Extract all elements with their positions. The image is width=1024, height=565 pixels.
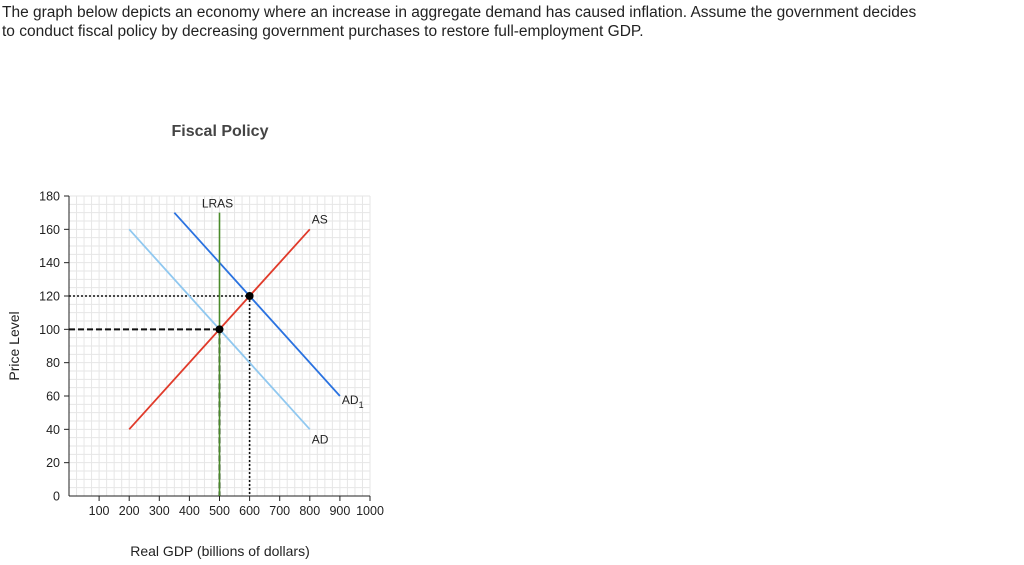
y-tick-label: 120 xyxy=(39,290,60,304)
y-tick-label: 100 xyxy=(39,323,60,337)
curve-ad1 xyxy=(173,212,341,397)
y-tick-label: 0 xyxy=(53,490,60,504)
x-tick-label: 800 xyxy=(299,504,320,518)
x-tick-label: 500 xyxy=(209,504,230,518)
x-tick-label: 400 xyxy=(179,504,200,518)
curve-label-as: AS xyxy=(312,212,328,226)
question-line-1: The graph below depicts an economy where… xyxy=(2,4,917,21)
x-tick-label: 700 xyxy=(269,504,290,518)
x-tick-label: 1000 xyxy=(356,504,384,518)
x-tick-label: 300 xyxy=(149,504,170,518)
y-tick-label: 180 xyxy=(39,190,60,204)
question-line-2: to conduct fiscal policy by decreasing g… xyxy=(2,23,644,40)
y-tick-label: 140 xyxy=(39,256,60,270)
question-text: The graph below depicts an economy where… xyxy=(2,3,1022,41)
y-axis-title: Price Level xyxy=(6,311,22,380)
curve-label-ad1: AD1 xyxy=(342,393,364,410)
x-tick-label: 900 xyxy=(329,504,350,518)
y-tick-label: 60 xyxy=(46,390,60,404)
x-tick-label: 100 xyxy=(89,504,110,518)
y-tick-label: 40 xyxy=(46,423,60,437)
curve-label-ad: AD xyxy=(312,432,329,446)
y-tick-label: 80 xyxy=(46,356,60,370)
curve-label-subscript: 1 xyxy=(359,400,364,410)
chart-title: Fiscal Policy xyxy=(172,123,269,140)
curve-label-lras: LRAS xyxy=(202,197,233,211)
equilibrium-point xyxy=(215,325,224,334)
y-tick-label: 160 xyxy=(39,223,60,237)
y-tick-label: 20 xyxy=(46,456,60,470)
x-tick-label: 200 xyxy=(119,504,140,518)
x-tick-label: 600 xyxy=(239,504,260,518)
equilibrium-point xyxy=(245,292,254,300)
x-axis-title: Real GDP (billions of dollars) xyxy=(130,543,309,559)
